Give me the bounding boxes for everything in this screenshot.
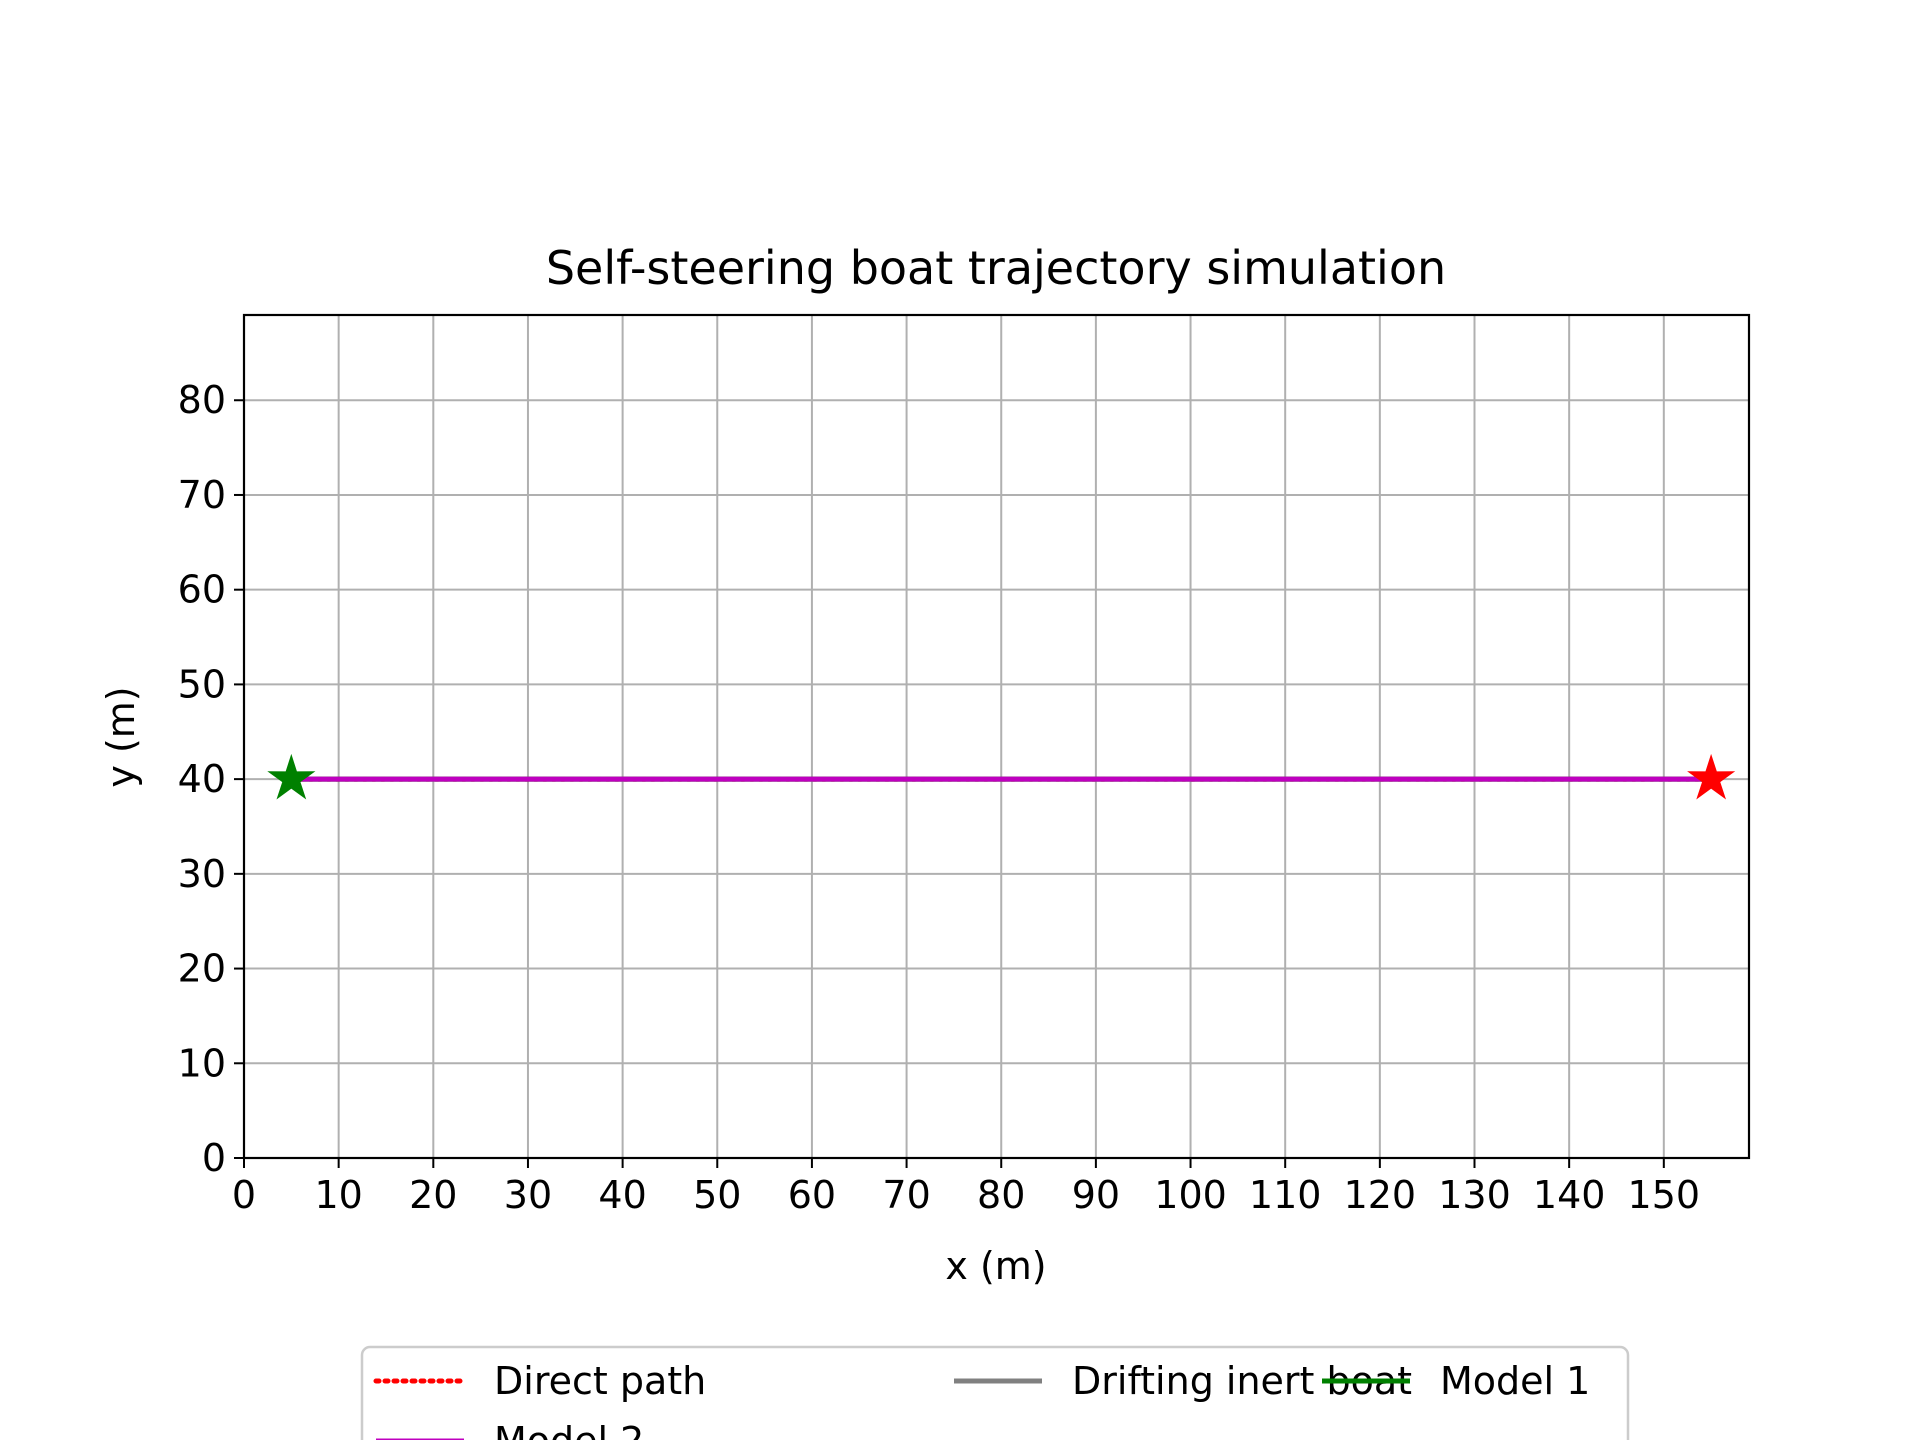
- x-tick-label: 120: [1344, 1173, 1417, 1217]
- x-axis-label: x (m): [945, 1244, 1046, 1288]
- y-tick-label: 0: [202, 1136, 226, 1180]
- y-tick-label: 30: [178, 852, 226, 896]
- legend-box: [360, 1345, 1630, 1440]
- x-tick-label: 20: [409, 1173, 457, 1217]
- legend-label: Model 1: [1440, 1359, 1590, 1403]
- x-tick-label: 40: [598, 1173, 646, 1217]
- x-tick-label: 80: [977, 1173, 1025, 1217]
- y-tick-label: 20: [178, 947, 226, 991]
- target-star-marker: [1687, 753, 1736, 800]
- x-axis-ticks: 0 10 20 30 40 50 60 70 80 90 100 110 120 130 140 150: [232, 1158, 1700, 1217]
- y-tick-label: 50: [178, 662, 226, 706]
- x-tick-label: 140: [1533, 1173, 1606, 1217]
- x-tick-label: 150: [1628, 1173, 1701, 1217]
- chart-title: Self-steering boat trajectory simulation: [546, 241, 1446, 295]
- start-star-marker: [267, 753, 316, 800]
- y-axis-label: y (m): [99, 686, 143, 787]
- grid: [243, 315, 1749, 1159]
- y-tick-label: 40: [178, 757, 226, 801]
- x-tick-label: 110: [1249, 1173, 1322, 1217]
- x-tick-label: 60: [788, 1173, 836, 1217]
- legend-label: Model 2: [494, 1419, 644, 1440]
- x-tick-label: 10: [314, 1173, 362, 1217]
- x-tick-label: 0: [232, 1173, 256, 1217]
- plot-frame: [242, 313, 1751, 1160]
- x-tick-label: 100: [1154, 1173, 1227, 1217]
- x-tick-label: 130: [1438, 1173, 1511, 1217]
- y-tick-label: 60: [178, 568, 226, 612]
- y-axis-ticks: 0 10 20 30 40 50 60 70 80: [178, 378, 244, 1180]
- plot-markers: [267, 753, 1736, 800]
- y-tick-label: 80: [178, 378, 226, 422]
- y-tick-label: 70: [178, 473, 226, 517]
- x-tick-label: 90: [1072, 1173, 1120, 1217]
- x-tick-label: 50: [693, 1173, 741, 1217]
- x-tick-label: 70: [882, 1173, 930, 1217]
- x-tick-label: 30: [504, 1173, 552, 1217]
- legend-label: Direct path: [494, 1359, 706, 1403]
- y-tick-label: 10: [178, 1041, 226, 1085]
